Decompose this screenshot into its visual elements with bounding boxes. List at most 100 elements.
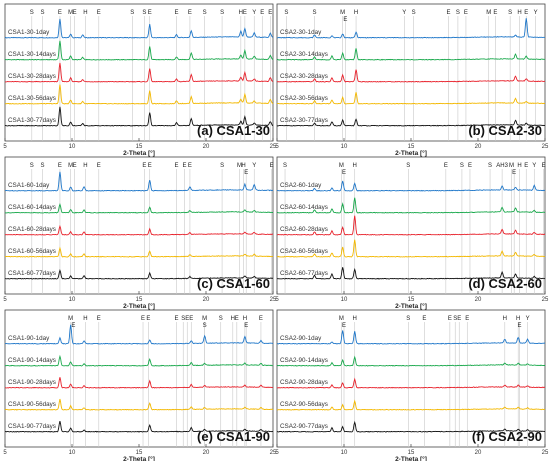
series-line bbox=[276, 420, 545, 433]
phase-label: M bbox=[68, 316, 73, 322]
phase-label: Y bbox=[532, 163, 536, 169]
phase-label: E bbox=[259, 316, 263, 322]
panel-title: (c) CSA1-60 bbox=[197, 276, 270, 291]
phase-label: E bbox=[73, 163, 77, 169]
phase-label: S bbox=[219, 316, 223, 322]
series-line bbox=[276, 377, 546, 389]
phase-label: M bbox=[509, 163, 514, 169]
phase-label: E bbox=[493, 10, 497, 16]
phase-label: E bbox=[243, 10, 247, 16]
phase-label: E bbox=[175, 316, 179, 322]
phase-label: S bbox=[41, 10, 45, 16]
phase-label: S bbox=[406, 163, 410, 169]
phase-label: Y bbox=[526, 316, 530, 322]
series-label: CSA2-90-1day bbox=[280, 335, 322, 342]
series-label: CSA1-90-28days bbox=[8, 379, 56, 386]
x-tick-label: 20 bbox=[475, 144, 482, 150]
phase-label: H bbox=[83, 316, 87, 322]
phase-label: E bbox=[448, 316, 452, 322]
x-tick-label: 10 bbox=[341, 450, 348, 456]
series-label: CSA1-60-56days bbox=[8, 248, 56, 255]
x-tick-label: 5 bbox=[275, 450, 279, 456]
x-tick-label: 10 bbox=[69, 297, 76, 303]
phase-label: S bbox=[203, 10, 207, 16]
phase-label: M bbox=[237, 163, 242, 169]
phase-label: H bbox=[516, 316, 520, 322]
series-label: CSA1-30-56days bbox=[8, 95, 56, 102]
x-tick-label: 20 bbox=[203, 144, 210, 150]
series-label: CSA2-90-56days bbox=[280, 401, 328, 408]
x-tick-label: 10 bbox=[341, 297, 348, 303]
phase-label: M bbox=[339, 163, 344, 169]
phase-label: E bbox=[244, 323, 248, 329]
phase-label: E bbox=[175, 10, 179, 16]
phase-label: E bbox=[268, 10, 272, 16]
series-label: CSA2-30-77days bbox=[280, 117, 328, 124]
phase-label: S bbox=[284, 10, 288, 16]
series-label: CSA1-60-1day bbox=[8, 182, 50, 189]
chart-panel: S S MEH Y S E S E M E S H E YCSA2-30-1dayCSA2-30-14da… bbox=[275, 3, 549, 157]
phase-label: E bbox=[260, 10, 264, 16]
x-axis-label: 2-Theta [°] bbox=[395, 455, 427, 461]
series-line bbox=[276, 215, 546, 236]
x-tick-label: 15 bbox=[136, 297, 143, 303]
phase-label: Y bbox=[534, 10, 538, 16]
phase-label: E bbox=[542, 163, 546, 169]
chart-panel: MEH E E E E S E E MSS H E HEECSA1-90-1dayCSA1-90-14… bbox=[3, 309, 277, 461]
phase-label: E bbox=[244, 170, 248, 176]
series-label: CSA2-30-14days bbox=[280, 51, 328, 58]
series-line bbox=[276, 197, 546, 214]
chart-panel: S S E M E H E E E E E E S M HEY ECSA1-60-1dayCSA1-60-14… bbox=[3, 156, 277, 310]
series-label: CSA1-30-77days bbox=[8, 117, 56, 124]
series-label: CSA2-30-28days bbox=[280, 73, 328, 80]
phase-label: E bbox=[524, 163, 528, 169]
phase-label: S bbox=[142, 10, 146, 16]
series-line bbox=[4, 18, 274, 39]
phase-label: H bbox=[83, 163, 87, 169]
phase-label: E bbox=[175, 163, 179, 169]
phase-label: E bbox=[185, 316, 189, 322]
phase-label: H bbox=[517, 163, 521, 169]
series-label: CSA1-30-1day bbox=[8, 29, 50, 36]
x-tick-label: 10 bbox=[69, 144, 76, 150]
series-line bbox=[4, 62, 274, 83]
phase-label: S bbox=[412, 10, 416, 16]
phase-label: S bbox=[488, 163, 492, 169]
series-line bbox=[276, 239, 546, 258]
x-axis-label: 2-Theta [°] bbox=[123, 302, 155, 310]
phase-label: S bbox=[220, 163, 224, 169]
phase-label: Y bbox=[252, 163, 256, 169]
series-label: CSA1-60-14days bbox=[8, 204, 56, 211]
phase-label: S bbox=[30, 10, 34, 16]
x-tick-label: 5 bbox=[275, 297, 279, 303]
series-line bbox=[276, 92, 546, 105]
series-label: CSA1-30-14days bbox=[8, 51, 56, 58]
series-label: CSA1-90-56days bbox=[8, 401, 56, 408]
x-tick-label: 15 bbox=[136, 144, 143, 150]
phase-label: S bbox=[508, 10, 512, 16]
series-line bbox=[276, 18, 546, 39]
series-label: CSA1-90-77days bbox=[8, 423, 56, 430]
series-line bbox=[4, 84, 274, 105]
x-tick-label: 15 bbox=[408, 297, 415, 303]
panel-title: (f) CSA2-90 bbox=[472, 429, 542, 444]
series-line bbox=[4, 324, 274, 345]
phase-label: E bbox=[97, 10, 101, 16]
series-label: CSA1-90-1day bbox=[8, 335, 50, 342]
series-label: CSA2-90-28days bbox=[280, 379, 328, 386]
series-line bbox=[4, 377, 274, 389]
x-axis-label: 2-Theta [°] bbox=[395, 302, 427, 310]
phase-label: E bbox=[422, 316, 426, 322]
phase-label: E bbox=[188, 10, 192, 16]
chart-panel: MEH S E E S E E H HEYCSA2-90-1dayCSA2-90-14daysC… bbox=[275, 309, 549, 461]
phase-label: H bbox=[354, 10, 358, 16]
phase-label: E bbox=[188, 163, 192, 169]
series-line bbox=[276, 330, 546, 345]
panel-title: (d) CSA2-60 bbox=[468, 276, 542, 291]
phase-label: M bbox=[340, 10, 345, 16]
phase-label: S bbox=[460, 163, 464, 169]
panel-title: (e) CSA1-90 bbox=[197, 429, 270, 444]
phase-label: Y bbox=[252, 10, 256, 16]
phase-label: S bbox=[406, 316, 410, 322]
